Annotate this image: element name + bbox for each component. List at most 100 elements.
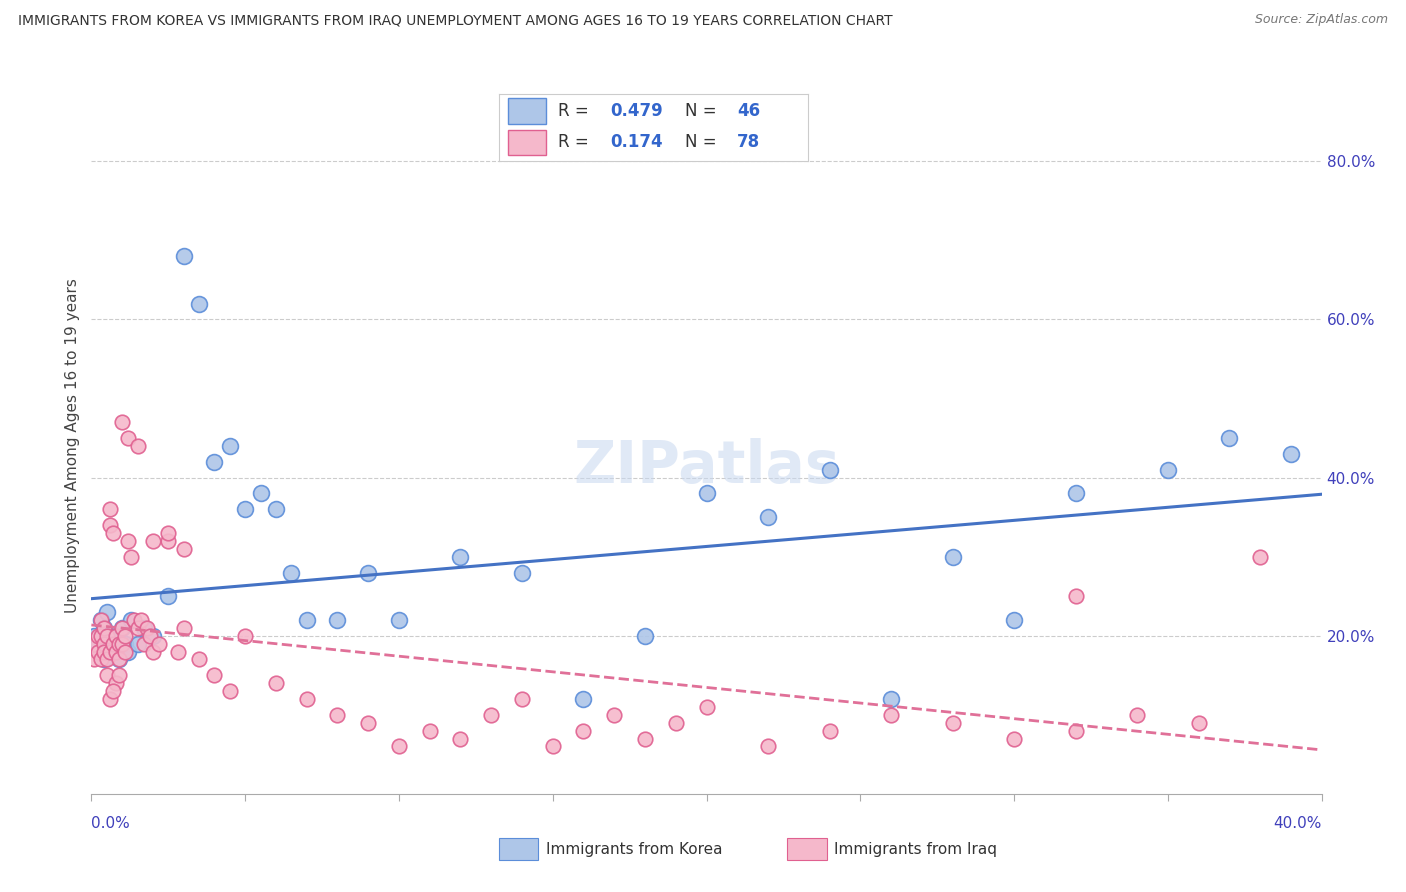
Point xyxy=(135,621,157,635)
Point xyxy=(280,566,302,580)
Point xyxy=(188,296,211,310)
Point xyxy=(83,637,105,651)
Point xyxy=(117,644,139,658)
Point xyxy=(295,692,318,706)
Point xyxy=(120,549,142,564)
Point xyxy=(105,629,127,643)
Point xyxy=(93,621,115,635)
Point xyxy=(111,621,134,635)
Point xyxy=(108,668,131,682)
Point xyxy=(419,723,441,738)
Point xyxy=(1279,447,1302,461)
Point xyxy=(880,707,903,722)
Text: Immigrants from Korea: Immigrants from Korea xyxy=(546,842,723,856)
Point xyxy=(90,629,112,643)
Point xyxy=(188,652,211,666)
Point xyxy=(665,715,688,730)
Bar xyxy=(509,98,546,124)
Point xyxy=(634,731,657,746)
Point xyxy=(357,715,380,730)
Point xyxy=(101,525,124,540)
Text: 0.174: 0.174 xyxy=(610,134,664,152)
Point xyxy=(101,644,124,658)
Point xyxy=(90,652,112,666)
Point xyxy=(98,692,121,706)
Text: IMMIGRANTS FROM KOREA VS IMMIGRANTS FROM IRAQ UNEMPLOYMENT AMONG AGES 16 TO 19 Y: IMMIGRANTS FROM KOREA VS IMMIGRANTS FROM… xyxy=(18,13,893,28)
Point xyxy=(357,566,380,580)
Point xyxy=(96,605,118,619)
Point xyxy=(139,629,162,643)
Text: R =: R = xyxy=(558,102,593,120)
Point xyxy=(756,739,779,754)
Point xyxy=(603,707,626,722)
Point xyxy=(105,644,127,658)
Text: R =: R = xyxy=(558,134,593,152)
Point xyxy=(157,533,180,548)
Point xyxy=(98,637,121,651)
Point xyxy=(218,439,240,453)
Point xyxy=(326,613,349,627)
Point xyxy=(96,629,118,643)
Point xyxy=(173,541,195,556)
Point xyxy=(449,549,471,564)
Point xyxy=(264,676,287,690)
Point xyxy=(108,637,131,651)
Point xyxy=(233,629,256,643)
Point xyxy=(114,637,136,651)
Bar xyxy=(509,129,546,155)
Point xyxy=(173,249,195,263)
Point xyxy=(142,629,165,643)
Point xyxy=(634,629,657,643)
Point xyxy=(942,549,965,564)
Point xyxy=(388,613,411,627)
Point xyxy=(83,629,105,643)
Point xyxy=(148,637,170,651)
Point xyxy=(93,621,115,635)
Y-axis label: Unemployment Among Ages 16 to 19 years: Unemployment Among Ages 16 to 19 years xyxy=(65,278,80,614)
Text: 46: 46 xyxy=(737,102,761,120)
Point xyxy=(132,621,155,635)
Point xyxy=(818,723,841,738)
Point xyxy=(1064,486,1087,500)
Point xyxy=(756,510,779,524)
Point xyxy=(157,589,180,603)
Point xyxy=(129,613,152,627)
Point xyxy=(127,637,149,651)
Point xyxy=(696,486,718,500)
Point xyxy=(202,455,225,469)
Point xyxy=(114,644,136,658)
Point xyxy=(1157,463,1180,477)
Point xyxy=(510,692,533,706)
Point xyxy=(117,533,139,548)
Point xyxy=(142,644,165,658)
Point xyxy=(479,707,502,722)
Point xyxy=(93,644,115,658)
Text: N =: N = xyxy=(685,102,721,120)
Point xyxy=(108,652,131,666)
Point xyxy=(233,502,256,516)
Point xyxy=(124,613,146,627)
Point xyxy=(111,415,134,429)
Point xyxy=(295,613,318,627)
Point xyxy=(98,644,121,658)
Point xyxy=(1002,613,1025,627)
Point xyxy=(696,699,718,714)
Bar xyxy=(499,838,538,860)
Point xyxy=(1218,431,1240,445)
Point xyxy=(942,715,965,730)
Point xyxy=(264,502,287,516)
Point xyxy=(142,533,165,548)
Text: 40.0%: 40.0% xyxy=(1274,816,1322,831)
Point xyxy=(388,739,411,754)
Point xyxy=(1187,715,1209,730)
Point xyxy=(90,644,112,658)
Point xyxy=(101,684,124,698)
Text: Source: ZipAtlas.com: Source: ZipAtlas.com xyxy=(1254,13,1388,27)
Point xyxy=(880,692,903,706)
Point xyxy=(120,613,142,627)
Point xyxy=(541,739,564,754)
Text: Immigrants from Iraq: Immigrants from Iraq xyxy=(834,842,997,856)
Point xyxy=(1249,549,1271,564)
Point xyxy=(510,566,533,580)
Text: 0.479: 0.479 xyxy=(610,102,664,120)
